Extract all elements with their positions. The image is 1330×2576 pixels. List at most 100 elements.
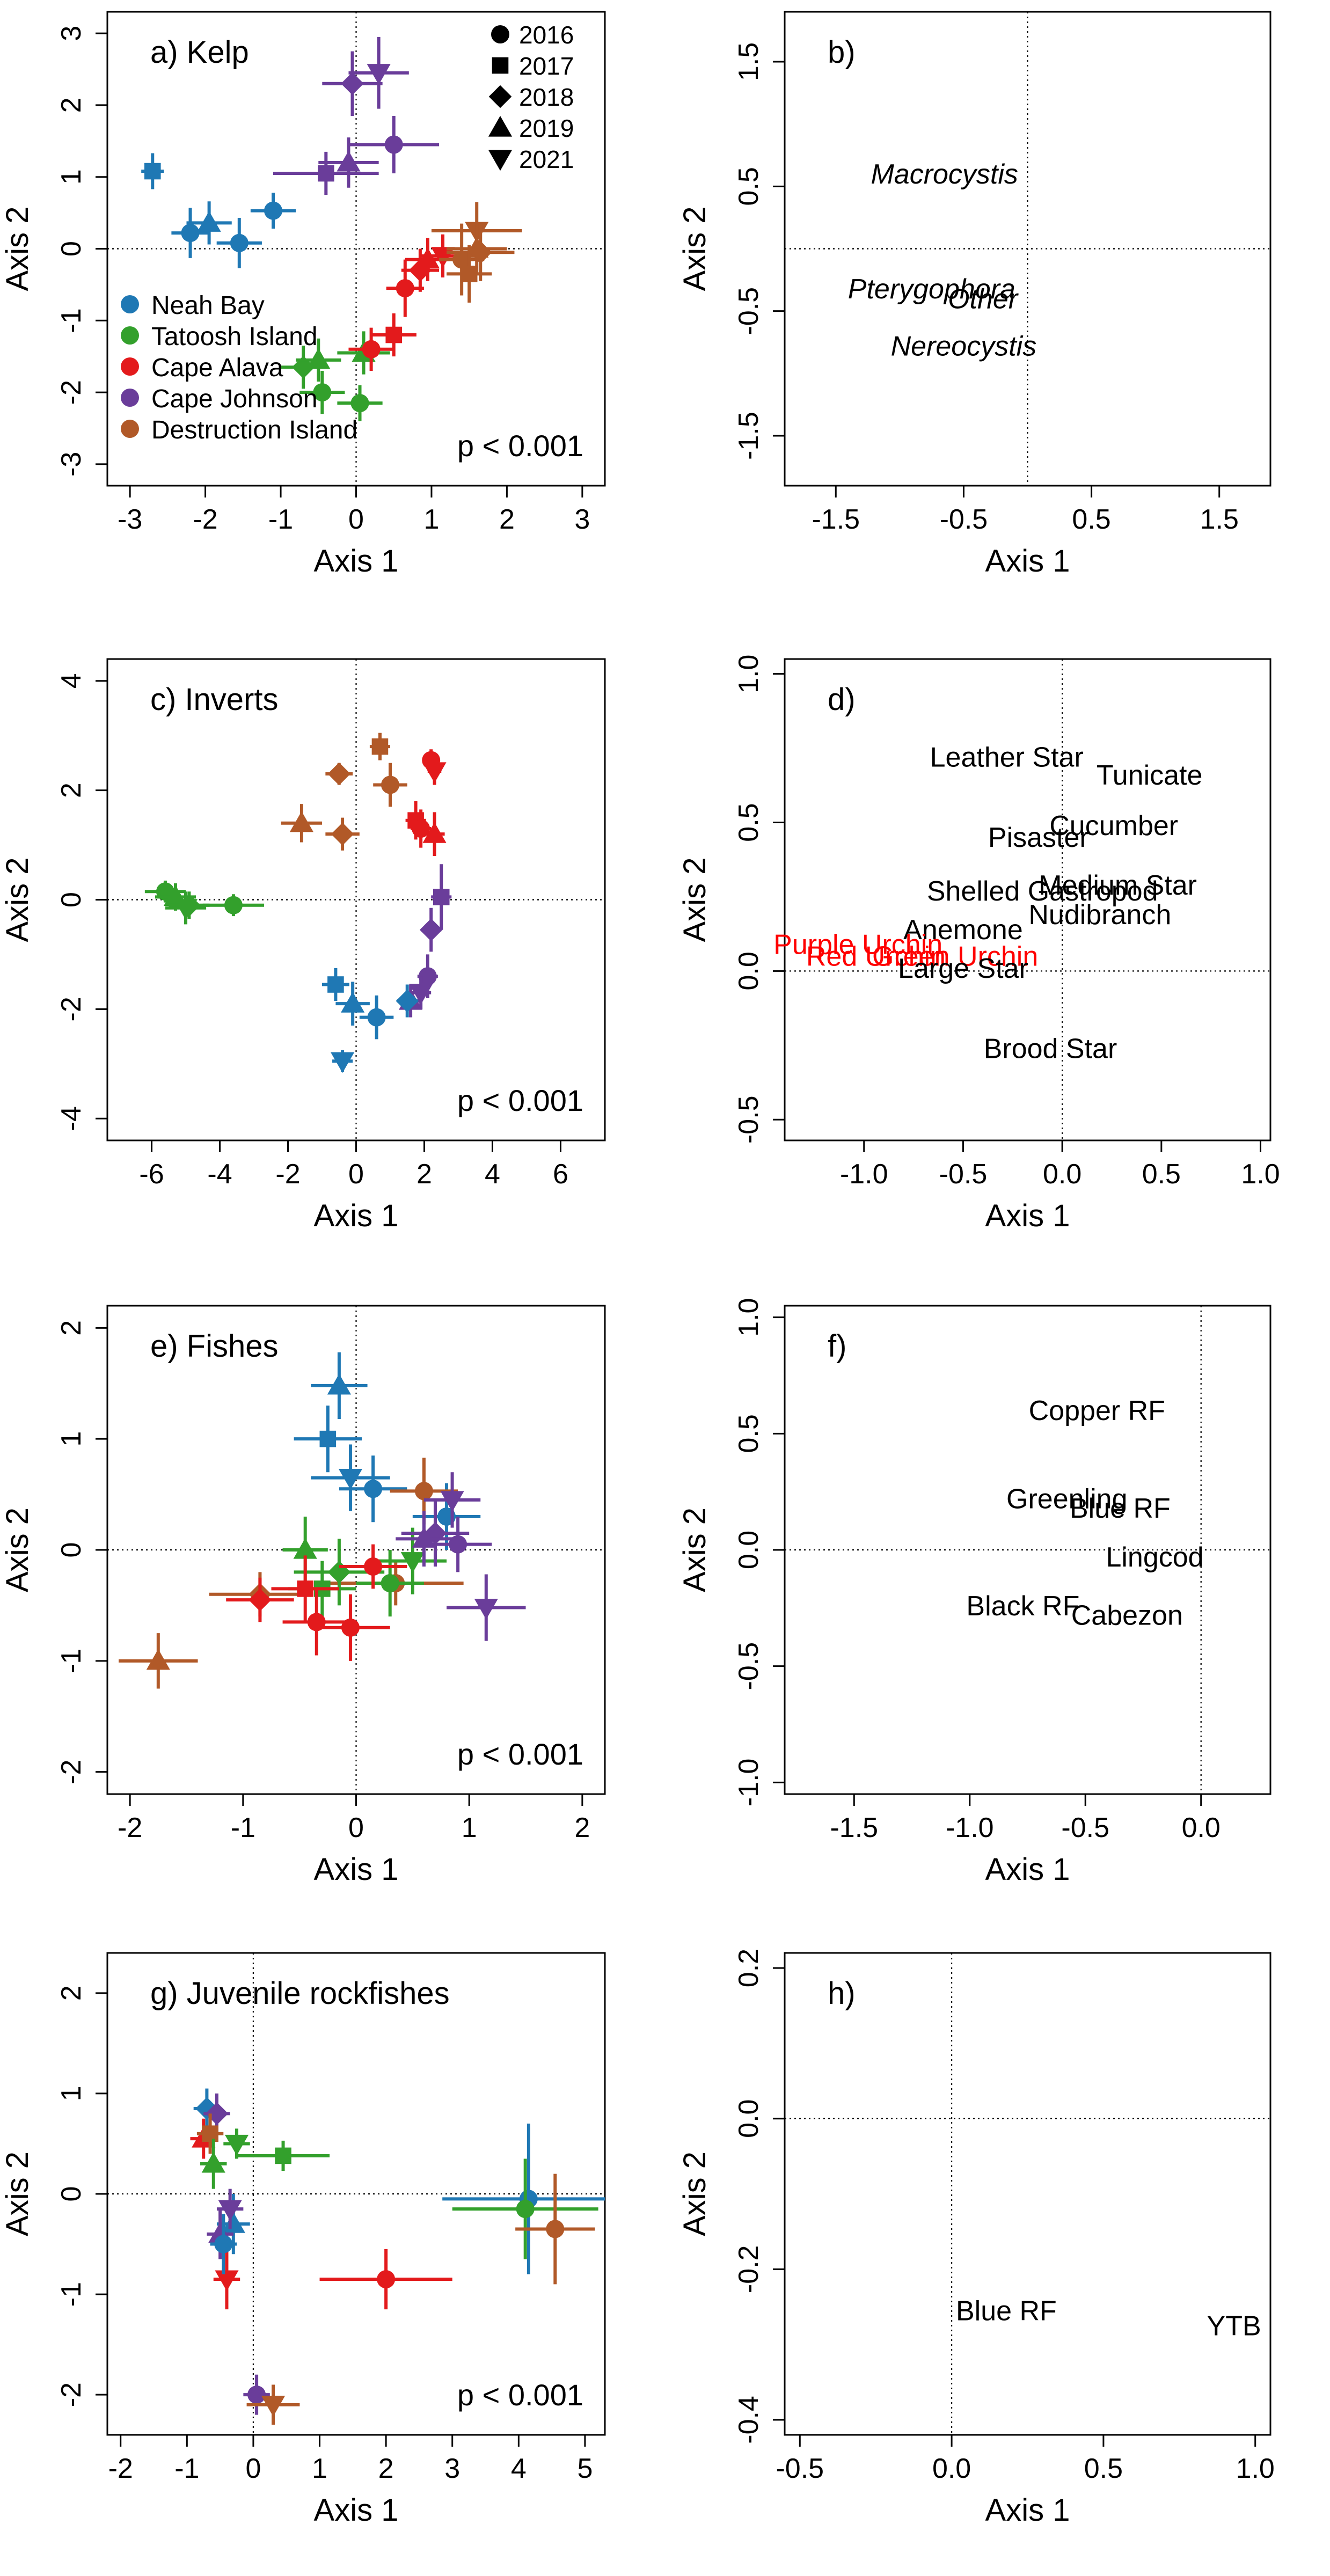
x-tick-label: 2 <box>416 1159 432 1190</box>
point-marker <box>331 822 354 846</box>
y-tick-label: -1 <box>56 1649 87 1673</box>
data-point <box>447 1574 526 1641</box>
point-marker <box>362 340 381 358</box>
x-axis: -1.0 -0.5 0.0 0.5 1.0 Axis 1 <box>840 1140 1280 1233</box>
point-marker <box>433 889 450 905</box>
x-tick-label: -6 <box>139 1159 164 1190</box>
data-point <box>322 968 349 1001</box>
loading-label: Black RF <box>966 1591 1079 1622</box>
year-legend: 2016 2017 2018 2019 2021 <box>488 21 574 173</box>
loading-label: Cucumber <box>1049 810 1178 841</box>
x-tick-label: 2 <box>378 2453 394 2484</box>
data-point <box>422 757 447 785</box>
data-point <box>447 245 492 303</box>
point-marker <box>306 348 331 369</box>
data-point <box>296 338 341 382</box>
x-tick-label: -0.5 <box>940 504 988 535</box>
point-marker <box>474 1598 498 1620</box>
y-tick-label: -1.5 <box>733 412 764 460</box>
point-marker <box>377 2270 396 2289</box>
data-point <box>299 370 345 414</box>
point-marker <box>367 64 391 85</box>
panel-d: -1.0 -0.5 0.0 0.5 1.0 Axis 1 -0.5 0.0 0.5 1.0 Axis… <box>677 655 1280 1233</box>
data-point <box>243 2374 270 2415</box>
data-point <box>226 1577 294 1622</box>
loading-label: Brood Star <box>984 1033 1117 1064</box>
data-point <box>335 982 370 1026</box>
y-tick-label: 1 <box>56 169 87 185</box>
loading-label: Leather Star <box>930 742 1084 773</box>
data-points <box>144 733 452 1073</box>
x-axis-label: Axis 1 <box>314 1852 399 1887</box>
point-marker <box>144 163 161 180</box>
loading-label: Nereocystis <box>891 331 1037 362</box>
data-point <box>325 817 360 851</box>
loading-label: YTB <box>1207 2311 1261 2342</box>
point-marker <box>341 72 364 96</box>
legend-year-marker <box>488 115 513 137</box>
zero-reference-lines <box>785 659 1270 1140</box>
point-marker <box>414 1482 433 1501</box>
panel-title: f) <box>828 1329 846 1364</box>
y-axis: -1.0 -0.5 0.0 0.5 1.0 Axis 2 <box>677 1298 785 1807</box>
x-tick-label: -3 <box>118 504 142 535</box>
point-marker <box>275 2147 291 2164</box>
point-marker <box>261 2396 286 2417</box>
x-tick-label: 1 <box>312 2453 327 2484</box>
point-marker <box>364 1480 383 1498</box>
y-tick-label: 0.5 <box>733 803 764 841</box>
data-point <box>452 2158 598 2259</box>
loading-label: Greenling <box>1006 1484 1127 1515</box>
data-points <box>141 36 522 421</box>
x-tick-label: 0 <box>348 1159 364 1190</box>
point-marker <box>215 2270 239 2292</box>
legend-year-label: 2016 <box>519 21 574 49</box>
y-tick-label: -2 <box>56 1760 87 1784</box>
data-point <box>373 763 407 807</box>
panel-title: c) Inverts <box>150 682 279 717</box>
y-axis-label: Axis 2 <box>0 2151 35 2236</box>
loading-label: Pterygophora <box>848 274 1015 305</box>
x-tick-label: 1 <box>462 1812 477 1843</box>
x-tick-label: -1.0 <box>840 1159 888 1190</box>
x-tick-label: 2 <box>499 504 515 535</box>
data-point <box>419 908 443 952</box>
data-point <box>439 223 485 296</box>
point-marker <box>181 224 200 243</box>
point-marker <box>409 984 433 1005</box>
x-tick-label: -1 <box>231 1812 255 1843</box>
data-point <box>250 193 296 229</box>
x-tick-label: -2 <box>193 504 217 535</box>
data-point <box>216 217 262 268</box>
x-tick-label: 5 <box>577 2453 593 2484</box>
y-axis: -2 -1 0 1 2 Axis 2 <box>0 1320 107 1784</box>
point-marker <box>318 165 334 182</box>
point-marker <box>202 2125 218 2142</box>
y-tick-label: -1.0 <box>733 1759 764 1807</box>
x-axis-label: Axis 1 <box>985 544 1070 579</box>
x-axis-label: Axis 1 <box>314 2493 399 2528</box>
data-point <box>319 2249 452 2310</box>
point-marker <box>381 775 399 794</box>
x-tick-label: 3 <box>444 2453 460 2484</box>
x-axis: -2 -1 0 1 2 Axis 1 <box>118 1794 590 1887</box>
data-point <box>271 1555 339 1622</box>
y-tick-label: 2 <box>56 1985 87 2001</box>
data-point <box>339 1544 407 1589</box>
y-axis-label: Axis 2 <box>677 2151 712 2236</box>
x-tick-label: -0.5 <box>1061 1812 1109 1843</box>
x-tick-label: 0.0 <box>1043 1159 1081 1190</box>
data-point <box>311 1594 390 1661</box>
y-tick-label: 0.0 <box>733 2099 764 2138</box>
point-marker <box>297 1580 313 1597</box>
legend-site-label: Neah Bay <box>151 291 265 320</box>
x-tick-label: 3 <box>574 504 590 535</box>
zero-reference-lines <box>785 12 1270 486</box>
point-marker <box>418 967 437 986</box>
x-axis-label: Axis 1 <box>314 1198 399 1233</box>
point-marker <box>218 2200 242 2221</box>
data-point <box>396 984 419 1018</box>
point-marker <box>327 1561 351 1584</box>
legend-year-marker <box>488 85 512 108</box>
